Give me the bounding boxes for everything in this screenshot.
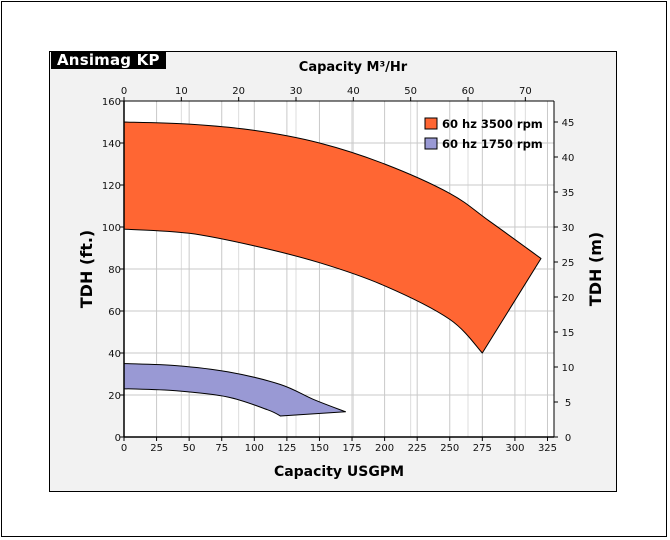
x-tick-label: 175 <box>342 443 361 454</box>
x-tick-label: 125 <box>277 443 296 454</box>
x-tick-label: 300 <box>505 443 524 454</box>
legend: 60 hz 3500 rpm 60 hz 1750 rpm <box>424 117 543 151</box>
y2-tick-label: 35 <box>562 188 575 199</box>
series-area-2 <box>123 363 346 417</box>
y-tick-label: 140 <box>102 139 121 150</box>
y-tick-label: 60 <box>108 307 121 318</box>
y2-tick-label: 25 <box>562 258 575 269</box>
y-tick-label: 100 <box>102 223 121 234</box>
y2-tick-label: 20 <box>562 293 575 304</box>
y2-tick-label: 40 <box>562 153 575 164</box>
x2-tick-label: 10 <box>175 86 188 97</box>
product-badge: Ansimag KP <box>51 51 166 69</box>
x2-tick-label: 30 <box>290 86 303 97</box>
legend-swatch-1 <box>424 117 438 130</box>
x-tick-label: 50 <box>183 443 196 454</box>
axes <box>120 97 558 441</box>
x-tick-label: 325 <box>538 443 557 454</box>
y-axis-title: TDH (ft.) <box>77 230 96 308</box>
x2-tick-label: 40 <box>347 86 360 97</box>
x2-tick-label: 70 <box>519 86 532 97</box>
x-tick-label: 100 <box>245 443 264 454</box>
x-tick-label: 75 <box>215 443 228 454</box>
y-tick-label: 40 <box>108 349 121 360</box>
x-tick-label: 275 <box>473 443 492 454</box>
legend-label-1: 60 hz 3500 rpm <box>442 117 543 131</box>
y-tick-label: 20 <box>108 391 121 402</box>
x-tick-label: 0 <box>121 443 127 454</box>
x2-tick-label: 20 <box>232 86 245 97</box>
x2-tick-label: 50 <box>404 86 417 97</box>
y-tick-label: 160 <box>102 97 121 108</box>
y2-axis-title: TDH (m) <box>586 232 605 306</box>
x-tick-label: 25 <box>150 443 163 454</box>
x2-tick-label: 60 <box>462 86 475 97</box>
y2-tick-label: 10 <box>562 363 575 374</box>
x-tick-label: 250 <box>440 443 459 454</box>
x-tick-label: 150 <box>310 443 329 454</box>
y-tick-label: 120 <box>102 181 121 192</box>
x2-axis-title: Capacity M³/Hr <box>299 60 408 75</box>
y2-tick-label: 0 <box>565 433 571 444</box>
y-tick-label: 80 <box>108 265 121 276</box>
x-axis-title: Capacity USGPM <box>274 464 404 480</box>
performance-areas <box>123 121 542 417</box>
legend-label-2: 60 hz 1750 rpm <box>442 137 543 151</box>
x2-tick-label: 0 <box>121 86 127 97</box>
x-tick-label: 225 <box>408 443 427 454</box>
y2-tick-label: 30 <box>562 223 575 234</box>
series-area-1 <box>123 121 542 354</box>
y-tick-label: 0 <box>115 433 121 444</box>
y2-tick-label: 45 <box>562 118 575 129</box>
y2-tick-label: 5 <box>565 398 571 409</box>
y2-tick-label: 15 <box>562 328 575 339</box>
legend-swatch-2 <box>424 137 438 150</box>
x-tick-label: 200 <box>375 443 394 454</box>
